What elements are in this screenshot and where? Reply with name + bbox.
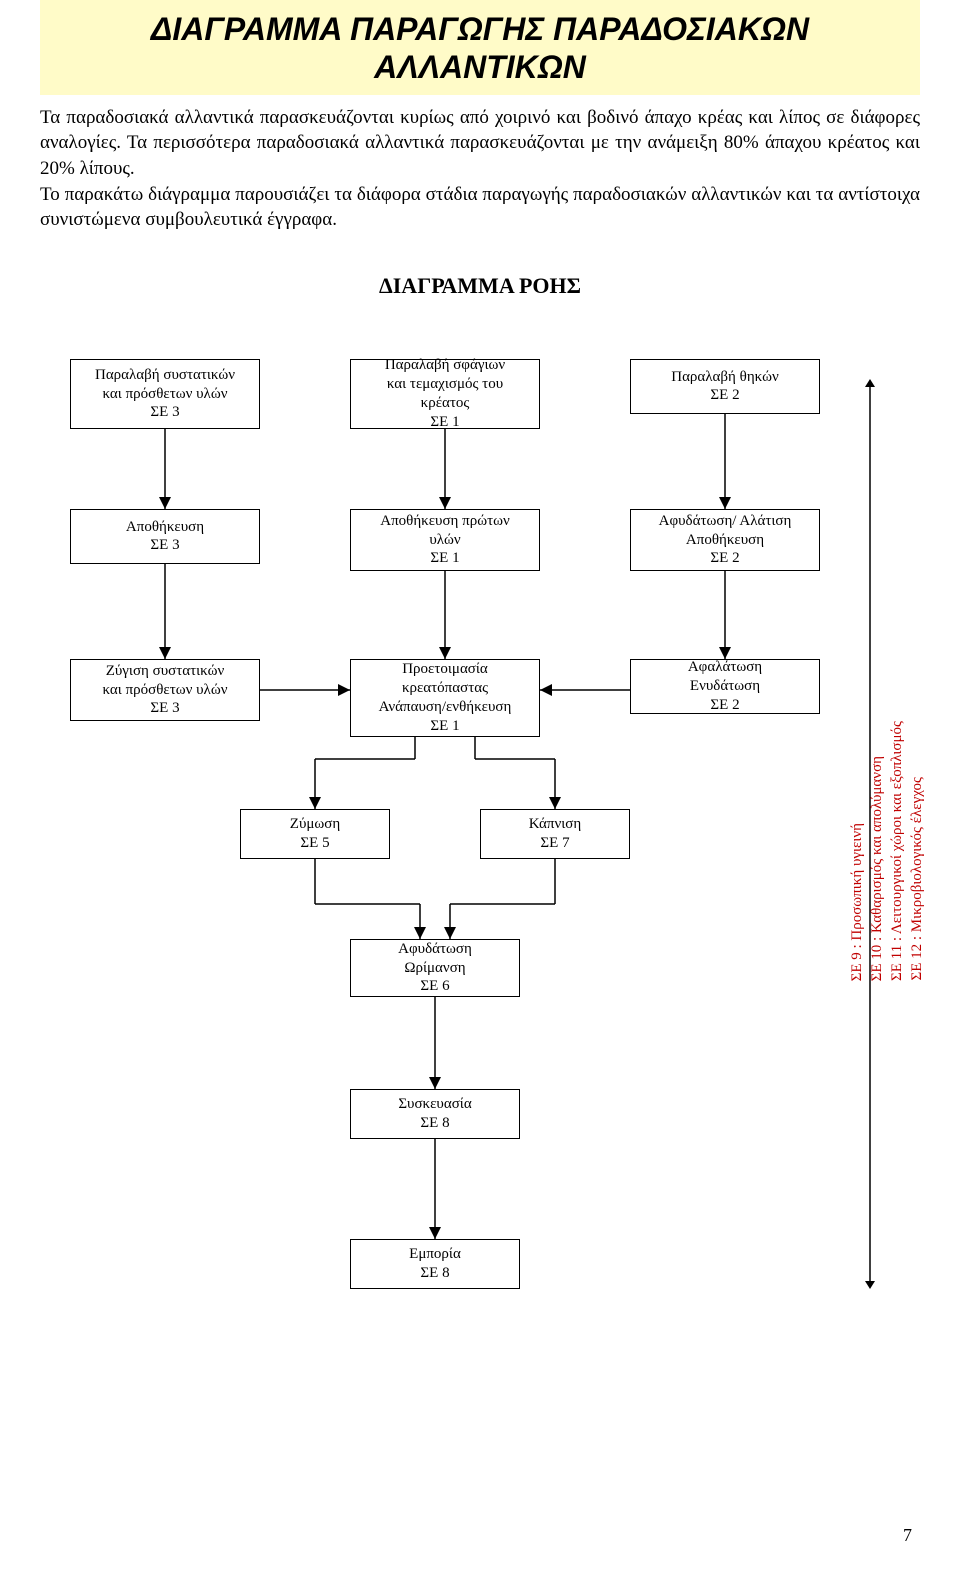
page-number: 7 (903, 1525, 912, 1546)
flow-node-n6: Αφυδάτωση/ ΑλάτισηΑποθήκευσηΣΕ 2 (630, 509, 820, 571)
intro-paragraph: Τα παραδοσιακά αλλαντικά παρασκευάζονται… (40, 105, 920, 233)
flow-node-n9: ΑφαλάτωσηΕνυδάτωσηΣΕ 2 (630, 659, 820, 714)
title-line-1: ΔΙΑΓΡΑΜΜΑ ΠΑΡΑΓΩΓΗΣ ΠΑΡΑΔΟΣΙΑΚΩΝ (151, 11, 809, 47)
title-line-2: ΑΛΛΑΝΤΙΚΩΝ (374, 49, 586, 85)
flow-node-n10: ΖύμωσηΣΕ 5 (240, 809, 390, 859)
flow-node-n5: Αποθήκευση πρώτωνυλώνΣΕ 1 (350, 509, 540, 571)
flow-node-n8: ΠροετοιμασίακρεατόπασταςΑνάπαυση/ενθήκευ… (350, 659, 540, 737)
flow-node-n12: ΑφυδάτωσηΩρίμανσηΣΕ 6 (350, 939, 520, 997)
flow-node-n1: Παραλαβή συστατικώνκαι πρόσθετων υλώνΣΕ … (70, 359, 260, 429)
flow-node-n2: Παραλαβή σφάγιωνκαι τεμαχισμός τουκρέατο… (350, 359, 540, 429)
intro-s2: Το παρακάτω διάγραμμα παρουσιάζει τα διά… (40, 184, 920, 231)
flow-node-n14: ΕμπορίαΣΕ 8 (350, 1239, 520, 1289)
flow-node-n11: ΚάπνισηΣΕ 7 (480, 809, 630, 859)
flow-node-n7: Ζύγιση συστατικώνκαι πρόσθετων υλώνΣΕ 3 (70, 659, 260, 721)
side-label-0: ΣΕ 9 : Προσωπική υγιεινή (848, 823, 868, 981)
side-label-3: ΣΕ 12 : Μικροβιολογικός έλεγχος (908, 777, 928, 981)
flow-node-n3: Παραλαβή θηκώνΣΕ 2 (630, 359, 820, 414)
title-band: ΔΙΑΓΡΑΜΜΑ ΠΑΡΑΓΩΓΗΣ ΠΑΡΑΔΟΣΙΑΚΩΝ ΑΛΛΑΝΤΙ… (40, 0, 920, 95)
flow-diagram: Παραλαβή συστατικώνκαι πρόσθετων υλώνΣΕ … (40, 319, 920, 1399)
flow-title: ΔΙΑΓΡΑΜΜΑ ΡΟΗΣ (40, 273, 920, 299)
page-title: ΔΙΑΓΡΑΜΜΑ ΠΑΡΑΓΩΓΗΣ ΠΑΡΑΔΟΣΙΑΚΩΝ ΑΛΛΑΝΤΙ… (40, 10, 920, 87)
flow-node-n4: ΑποθήκευσηΣΕ 3 (70, 509, 260, 564)
flow-node-n13: ΣυσκευασίαΣΕ 8 (350, 1089, 520, 1139)
side-label-1: ΣΕ 10 : Καθαρισμός και απολύμανση (868, 756, 888, 981)
intro-s1: Τα παραδοσιακά αλλαντικά παρασκευάζονται… (40, 107, 920, 179)
side-label-2: ΣΕ 11 : Λειτουργικοί χώροι και εξοπλισμό… (888, 721, 908, 981)
diagram-edges (40, 319, 920, 1399)
